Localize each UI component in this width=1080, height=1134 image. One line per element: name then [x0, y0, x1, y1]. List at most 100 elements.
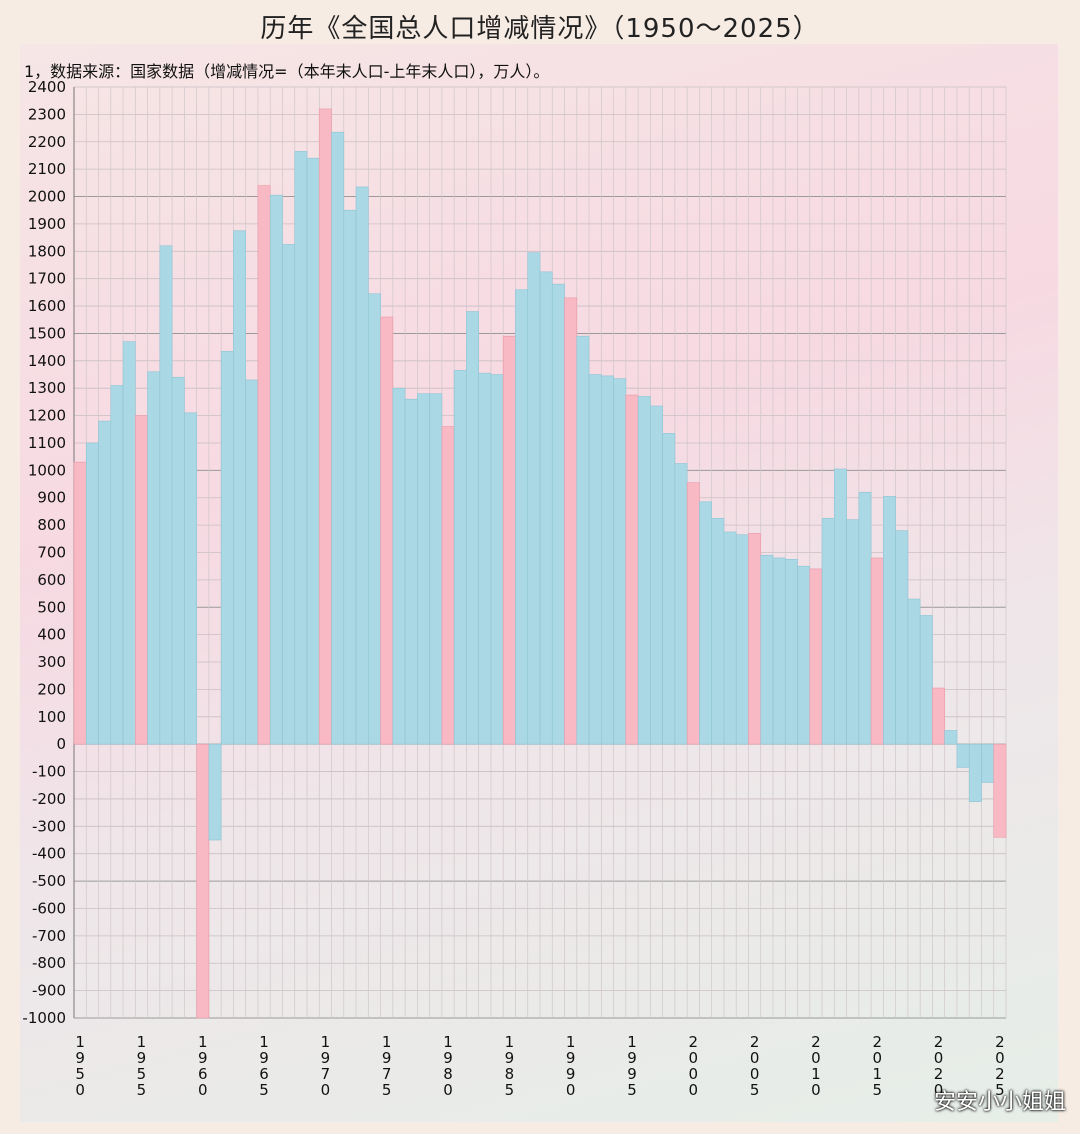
- bar-1963: [233, 230, 246, 745]
- bar-1966: [269, 194, 283, 745]
- bar-1977: [404, 398, 418, 745]
- bar-1972: [343, 209, 357, 745]
- bar-2019: [919, 615, 933, 745]
- bar-2009: [797, 565, 811, 745]
- bar-2008: [784, 559, 798, 745]
- bar-1986: [515, 289, 529, 745]
- bar-1994: [613, 378, 627, 745]
- bar-1978: [417, 393, 430, 745]
- y-tick-label: -200: [32, 790, 66, 808]
- y-tick-label: 2000: [28, 188, 66, 206]
- bar-1991: [576, 335, 590, 745]
- bar-2003: [723, 531, 737, 745]
- y-tick-label: 500: [37, 598, 66, 616]
- y-tick-label: 0: [56, 735, 66, 753]
- data-source-note: 1，数据来源：国家数据（增减情况=（本年末人口-上年末人口），万人）。: [24, 62, 550, 81]
- bar-2024: [981, 743, 995, 783]
- y-tick-label: 2200: [28, 133, 66, 151]
- y-tick-label: -400: [32, 845, 66, 863]
- bar-2015: [870, 557, 884, 745]
- y-tick-label: -900: [32, 982, 66, 1000]
- bar-2000: [686, 482, 700, 745]
- bar-1989: [551, 283, 565, 745]
- y-tick-label: 1000: [28, 461, 66, 479]
- y-tick-label: 1700: [28, 270, 66, 288]
- bar-2002: [711, 517, 725, 745]
- bar-2006: [760, 554, 774, 745]
- bar-1965: [257, 185, 271, 745]
- y-tick-label: 100: [37, 708, 66, 726]
- bar-1993: [601, 375, 614, 745]
- bar-2014: [858, 491, 872, 745]
- bar-2010: [809, 568, 823, 745]
- bar-2001: [699, 501, 712, 745]
- y-tick-label: 300: [37, 653, 66, 671]
- bar-1964: [245, 379, 259, 745]
- bar-1971: [331, 131, 345, 745]
- y-axis-ticks: 2400230022002100200019001800170016001500…: [22, 78, 66, 1027]
- y-tick-label: -300: [32, 817, 66, 835]
- y-tick-label: 400: [37, 626, 66, 644]
- y-tick-label: 1800: [28, 242, 66, 260]
- bar-1951: [85, 442, 99, 745]
- bar-1958: [171, 376, 185, 745]
- bar-1979: [429, 393, 443, 745]
- bar-1984: [490, 374, 504, 745]
- bar-1956: [147, 371, 161, 745]
- bar-1954: [122, 341, 136, 745]
- x-axis-ticks: 1 9 5 0 1 9 5 5 1 9 6 0 1 9 6 5 1 9 7 0 1 9 7 5 1 9 8 0 1 9 8 5 1 9 9 0 1 9 9 5…: [75, 1033, 1004, 1099]
- y-tick-label: 2100: [28, 160, 66, 178]
- y-tick-label: 1400: [28, 352, 66, 370]
- bar-1968: [294, 151, 308, 745]
- bar-layer: [73, 108, 1007, 1019]
- chart-title: 历年《全国总人口增减情况》（1950～2025）: [260, 14, 820, 44]
- bar-1998: [662, 433, 676, 745]
- bar-1985: [502, 335, 516, 745]
- bar-1975: [380, 316, 394, 745]
- y-tick-label: -600: [32, 899, 66, 917]
- bar-2007: [772, 557, 786, 745]
- bar-2025: [993, 743, 1007, 838]
- bar-1962: [220, 350, 234, 745]
- bar-1981: [453, 370, 467, 745]
- y-tick-label: -1000: [22, 1009, 66, 1027]
- bar-2011: [821, 517, 835, 745]
- bar-2020: [932, 687, 945, 745]
- y-tick-label: -100: [32, 763, 66, 781]
- y-tick-label: 200: [37, 680, 66, 698]
- y-tick-label: 900: [37, 489, 66, 507]
- y-tick-label: 1100: [28, 434, 66, 452]
- bar-2004: [735, 534, 749, 745]
- y-tick-label: 2400: [28, 78, 66, 96]
- y-tick-label: 700: [37, 544, 66, 562]
- y-tick-label: 2300: [28, 105, 66, 123]
- bar-1997: [650, 405, 663, 745]
- bar-1967: [282, 244, 296, 745]
- y-tick-label: 1300: [28, 379, 66, 397]
- bar-1982: [466, 311, 479, 745]
- y-tick-label: 1500: [28, 324, 66, 342]
- bar-2022: [956, 743, 970, 768]
- y-tick-label: 1600: [28, 297, 66, 315]
- bar-1988: [539, 271, 553, 745]
- bar-1974: [368, 293, 381, 745]
- bar-2016: [883, 496, 896, 745]
- y-tick-label: -500: [32, 872, 66, 890]
- bar-1959: [184, 412, 197, 745]
- bar-1970: [318, 108, 332, 745]
- bar-2005: [748, 533, 762, 745]
- bar-1953: [110, 385, 124, 745]
- bar-2012: [834, 468, 847, 745]
